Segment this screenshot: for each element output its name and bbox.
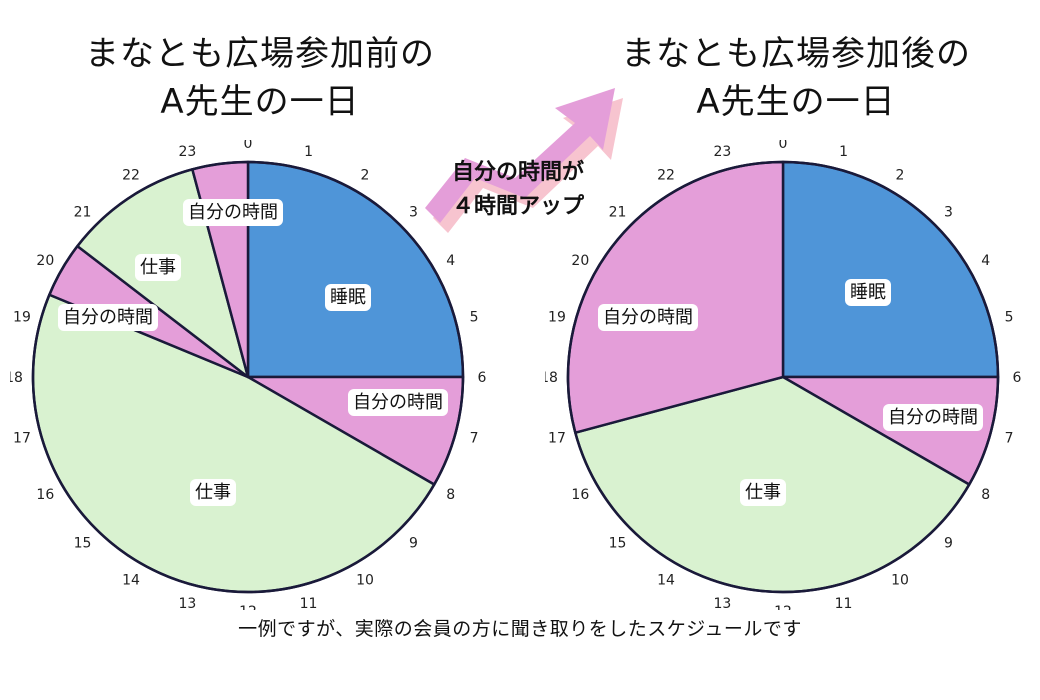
pie-before-hour-label: 18	[10, 370, 23, 386]
pie-before-slice-label-bg	[325, 284, 371, 311]
arrow-caption-line2: ４時間アップ	[451, 194, 584, 219]
pie-before-slice-label-group: 自分の時間	[348, 389, 448, 416]
pie-before-hour-label: 11	[300, 596, 318, 610]
pie-before-hour-label: 17	[13, 431, 31, 447]
pie-before-hour-label: 10	[356, 573, 374, 589]
pie-after-slice-label-bg	[740, 479, 786, 506]
pie-after-outline	[566, 160, 1000, 594]
pie-before-slice-label-group: 仕事	[135, 254, 181, 281]
pie-before-slice-label-bg	[135, 254, 181, 281]
pie-after-slice-label: 仕事	[745, 482, 781, 503]
pie-before-slice-label: 仕事	[195, 482, 231, 503]
pie-before-slice-label-bg	[58, 304, 158, 331]
pie-after-hour-label: 2	[896, 167, 905, 183]
pie-before-slice-label-group: 自分の時間	[183, 199, 283, 226]
pie-after-hour-label: 12	[774, 604, 792, 610]
pie-after-hour-label: 6	[1013, 370, 1022, 386]
pie-before-slice-label: 仕事	[140, 257, 176, 278]
pie-after-hour-label: 19	[548, 309, 566, 325]
pie-before-hour-label: 23	[179, 144, 197, 160]
pie-before-slice-label-group: 睡眠	[325, 284, 371, 311]
pie-after-slice-label-group: 仕事	[740, 479, 786, 506]
pie-after-slice-0	[781, 160, 1000, 379]
pie-before-hour-label: 12	[239, 604, 257, 610]
pie-before-slice-label: 自分の時間	[353, 392, 443, 413]
pie-before-slice-label: 自分の時間	[188, 202, 278, 223]
pie-after-hour-label: 21	[609, 205, 627, 221]
pie-after-slice-label-bg	[598, 304, 698, 331]
pie-before-hour-label: 19	[13, 309, 31, 325]
pie-before-hour-label: 2	[361, 167, 370, 183]
pie-after-hour-label: 5	[1005, 309, 1014, 325]
pie-after-hour-label: 0	[779, 140, 788, 152]
pie-after-hour-label: 17	[548, 431, 566, 447]
pie-after-slice-label-bg	[883, 404, 983, 431]
pie-after-hour-label: 22	[657, 167, 675, 183]
arrow-body	[425, 88, 615, 223]
pie-after-hour-label: 16	[571, 487, 589, 503]
pie-after-hour-label: 3	[944, 205, 953, 221]
pie-chart-before: 01234567891011121314151617181920212223睡眠…	[10, 140, 487, 610]
pie-after-hour-label: 4	[981, 253, 990, 269]
pie-after-hour-label: 13	[714, 596, 732, 610]
pie-before-hour-label: 3	[409, 205, 418, 221]
pie-before-slice-label-bg	[190, 479, 236, 506]
pie-after-hour-label: 23	[714, 144, 732, 160]
pie-before-outline	[31, 160, 465, 594]
pie-after-hour-label: 9	[944, 535, 953, 551]
pie-before-hour-label: 5	[470, 309, 479, 325]
chart-title-after-line2: A先生の一日	[696, 82, 896, 122]
arrow-caption-line1: 自分の時間が	[451, 160, 584, 185]
pie-before-slice-label-bg	[183, 199, 283, 226]
own-time-increase-caption: 自分の時間が ４時間アップ	[418, 156, 618, 224]
pie-after-slice-label-bg	[845, 279, 891, 306]
pie-before-hour-label: 9	[409, 535, 418, 551]
footnote: 一例ですが、実際の会員の方に聞き取りをしたスケジュールです	[238, 618, 802, 640]
chart-title-before-line2: A先生の一日	[160, 82, 360, 122]
pie-before-slice-label: 睡眠	[330, 287, 366, 308]
pie-after-slice-label-group: 睡眠	[845, 279, 891, 306]
pie-after-hour-label: 10	[891, 573, 909, 589]
pie-before-hour-label: 16	[36, 487, 54, 503]
pie-after-slice-label-group: 自分の時間	[883, 404, 983, 431]
pie-before-hour-label: 4	[446, 253, 455, 269]
pie-chart-after: 01234567891011121314151617181920212223睡眠…	[545, 140, 1022, 610]
pie-before-hour-label: 0	[244, 140, 253, 152]
pie-before-hour-label: 14	[122, 573, 140, 589]
pie-after-hour-label: 20	[571, 253, 589, 269]
trend-up-arrow-icon	[425, 88, 623, 233]
pie-after-hour-label: 1	[839, 144, 848, 160]
chart-title-after: まなとも広場参加後の A先生の一日	[576, 30, 1016, 126]
pie-after-hour-label: 14	[657, 573, 675, 589]
pie-before-hour-label: 22	[122, 167, 140, 183]
pie-before-hour-label: 7	[470, 431, 479, 447]
pie-before-hour-label: 6	[478, 370, 487, 386]
pie-before-hour-label: 20	[36, 253, 54, 269]
pie-before-slice-label-bg	[348, 389, 448, 416]
pie-after-hour-label: 15	[609, 535, 627, 551]
chart-title-before: まなとも広場参加前の A先生の一日	[40, 30, 480, 126]
pie-before-slice-label: 自分の時間	[63, 307, 153, 328]
pie-after-slice-label: 自分の時間	[603, 307, 693, 328]
chart-title-before-line1: まなとも広場参加前の	[85, 34, 435, 74]
pie-after-slice-label: 睡眠	[850, 282, 886, 303]
pie-before-hour-label: 21	[74, 205, 92, 221]
pie-after-hour-label: 8	[981, 487, 990, 503]
pie-before-hour-label: 1	[304, 144, 313, 160]
pie-after-hour-label: 11	[835, 596, 853, 610]
pie-before-slice-label-group: 仕事	[190, 479, 236, 506]
chart-title-after-line1: まなとも広場参加後の	[621, 34, 971, 74]
pie-after-slice-label: 自分の時間	[888, 407, 978, 428]
pie-after-slice-label-group: 自分の時間	[598, 304, 698, 331]
pie-before-hour-label: 8	[446, 487, 455, 503]
pie-before-hour-label: 15	[74, 535, 92, 551]
pie-after-hour-label: 7	[1005, 431, 1014, 447]
pie-after-hour-label: 18	[545, 370, 558, 386]
pie-before-hour-label: 13	[179, 596, 197, 610]
pie-before-slice-label-group: 自分の時間	[58, 304, 158, 331]
